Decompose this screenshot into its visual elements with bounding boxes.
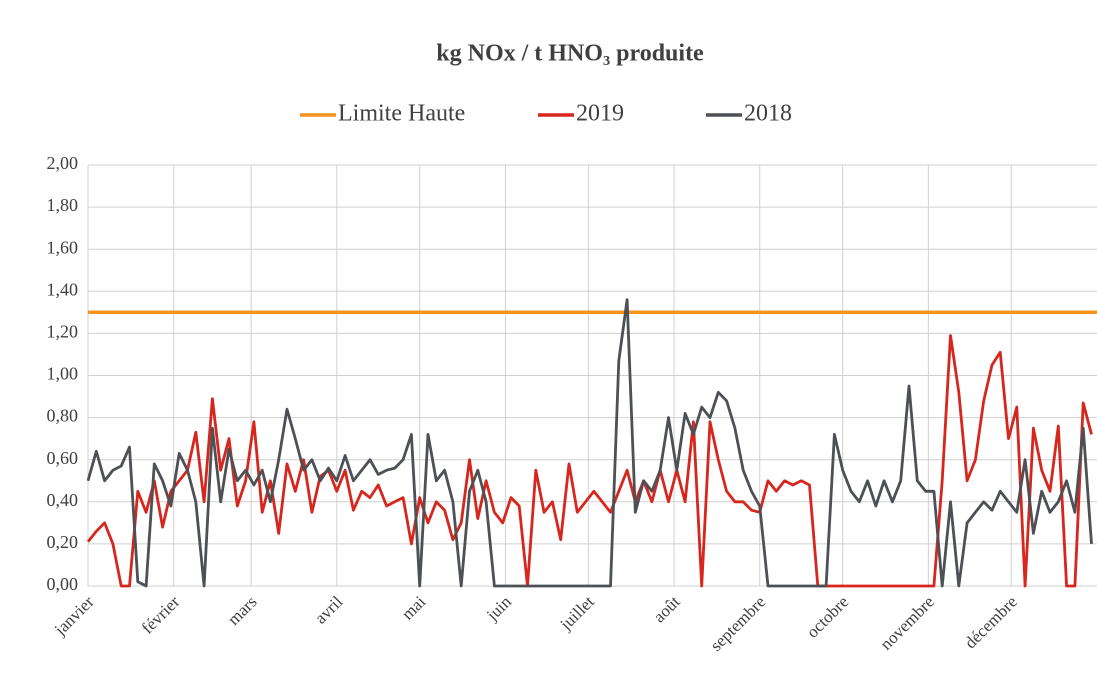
y-tick-label: 2,00: [47, 153, 79, 173]
x-tick-label: janvier: [50, 592, 98, 640]
series-line: [86, 298, 1093, 588]
y-tick-label: 0,80: [47, 406, 79, 426]
x-tick-label: mai: [398, 592, 430, 624]
y-tick-label: 0,60: [47, 448, 79, 468]
series-line: [86, 334, 1093, 588]
x-tick-label: juin: [482, 592, 515, 625]
legend-label: 2019: [576, 101, 624, 127]
y-tick-label: 1,60: [47, 237, 79, 257]
x-tick-label: décembre: [961, 592, 1021, 652]
legend-label: 2018: [744, 101, 792, 127]
x-tick-label: novembre: [876, 592, 938, 654]
y-tick-label: 0,40: [47, 490, 79, 510]
x-tick-label: avril: [311, 592, 347, 628]
y-tick-label: 0,00: [47, 574, 79, 594]
y-tick-label: 0,20: [47, 532, 79, 552]
chart-title: kg NOx / t HNO₃ produite: [436, 41, 704, 67]
y-tick-label: 1,40: [47, 279, 79, 299]
x-tick-label: mars: [224, 592, 261, 629]
y-tick-label: 1,80: [47, 195, 79, 215]
x-tick-label: juillet: [556, 592, 598, 634]
x-tick-label: février: [138, 592, 184, 638]
y-tick-label: 1,20: [47, 322, 79, 342]
x-tick-label: septembre: [707, 592, 770, 655]
legend-label: Limite Haute: [338, 101, 465, 127]
y-tick-label: 1,00: [47, 364, 79, 384]
x-tick-label: octobre: [803, 592, 852, 641]
x-tick-label: août: [649, 592, 683, 626]
